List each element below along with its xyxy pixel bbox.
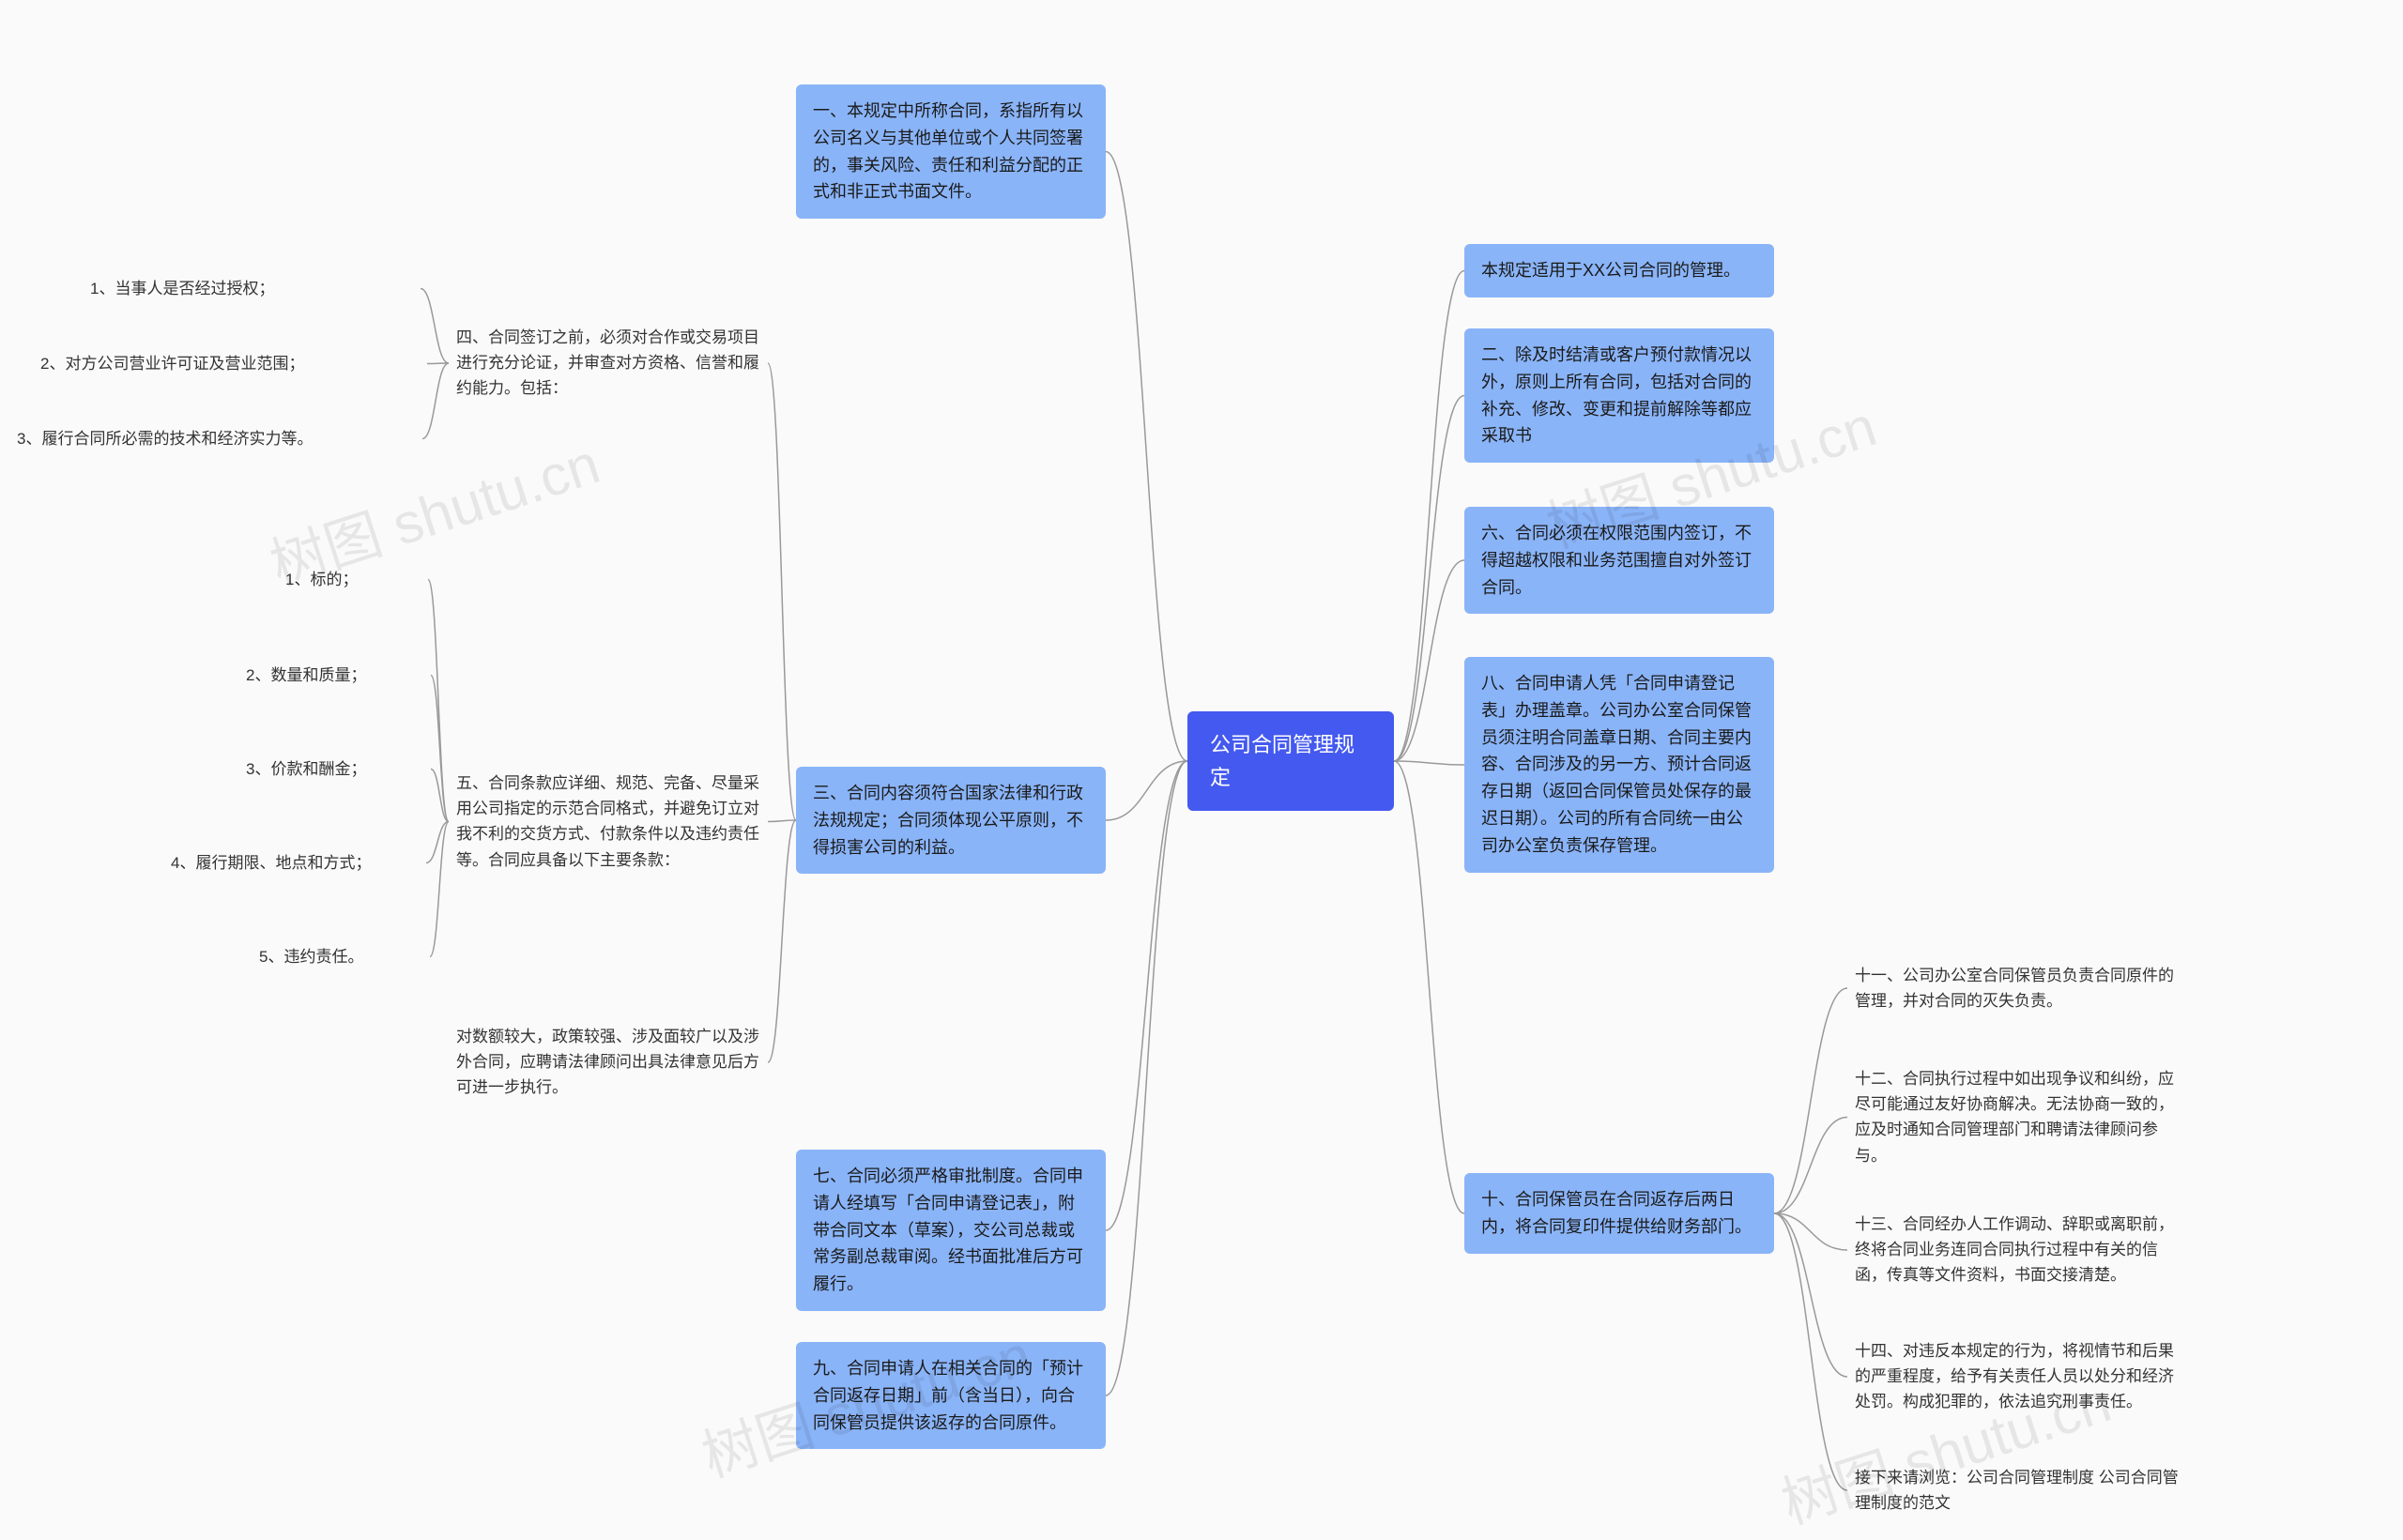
edge-L5-L5b xyxy=(431,676,449,822)
node-L5e[interactable]: 5、违约责任。 xyxy=(252,938,430,975)
node-L4a[interactable]: 1、当事人是否经过授权； xyxy=(83,270,421,307)
node-L5b[interactable]: 2、数量和质量； xyxy=(238,657,431,694)
edge-L5-L5a xyxy=(428,580,449,822)
edge-L4-L4b xyxy=(427,363,449,364)
node-R6[interactable]: 六、合同必须在权限范围内签订，不得超越权限和业务范围擅自对外签订合同。 xyxy=(1464,507,1774,614)
edge-L5-L5e xyxy=(430,822,449,957)
mindmap-canvas: 公司合同管理规定 一、本规定中所称合同，系指所有以公司名义与其他单位或个人共同签署… xyxy=(0,0,2403,1532)
edge-root-R0 xyxy=(1394,271,1464,762)
node-R10[interactable]: 十、合同保管员在合同返存后两日内，将合同复印件提供给财务部门。 xyxy=(1464,1173,1774,1254)
node-L4b[interactable]: 2、对方公司营业许可证及营业范围； xyxy=(33,345,427,382)
node-R15[interactable]: 接下来请浏览：公司合同管理制度 公司合同管理制度的范文 xyxy=(1847,1459,2195,1521)
node-R14[interactable]: 十四、对违反本规定的行为，将视情节和后果的严重程度，给予有关责任人员以处分和经济… xyxy=(1847,1333,2195,1421)
node-root[interactable]: 公司合同管理规定 xyxy=(1187,711,1394,811)
edge-R10-R13 xyxy=(1774,1213,1847,1250)
node-L5c[interactable]: 3、价款和酬金； xyxy=(238,751,431,787)
edge-R10-R14 xyxy=(1774,1213,1847,1377)
node-L5a[interactable]: 1、标的； xyxy=(278,561,428,598)
node-L3[interactable]: 三、合同内容须符合国家法律和行政法规规定；合同须体现公平原则，不得损害公司的利益… xyxy=(796,767,1106,874)
node-L4c[interactable]: 3、履行合同所必需的技术和经济实力等。 xyxy=(9,420,422,457)
edge-root-L3 xyxy=(1106,761,1187,820)
node-L6[interactable]: 对数额较大，政策较强、涉及面较广以及涉外合同，应聘请法律顾问出具法律意见后方可进… xyxy=(449,1018,768,1106)
edge-R10-R15 xyxy=(1774,1213,1847,1490)
edge-root-R10 xyxy=(1394,761,1464,1213)
node-R8[interactable]: 八、合同申请人凭「合同申请登记表」办理盖章。公司办公室合同保管员须注明合同盖章日… xyxy=(1464,657,1774,873)
node-R2[interactable]: 二、除及时结清或客户预付款情况以外，原则上所有合同，包括对合同的补充、修改、变更… xyxy=(1464,328,1774,463)
edge-root-L1 xyxy=(1106,152,1187,762)
edge-R10-R11 xyxy=(1774,988,1847,1213)
edge-L3-L5 xyxy=(768,820,796,822)
edge-root-L7 xyxy=(1106,761,1187,1230)
node-R11[interactable]: 十一、公司办公室合同保管员负责合同原件的管理，并对合同的灭失负责。 xyxy=(1847,957,2195,1019)
edge-root-R2 xyxy=(1394,396,1464,762)
node-L1[interactable]: 一、本规定中所称合同，系指所有以公司名义与其他单位或个人共同签署的，事关风险、责… xyxy=(796,84,1106,219)
edge-L3-L6 xyxy=(768,820,796,1062)
edge-R10-R12 xyxy=(1774,1118,1847,1214)
node-L9[interactable]: 九、合同申请人在相关合同的「预计合同返存日期」前（含当日），向合同保管员提供该返… xyxy=(796,1342,1106,1449)
edge-L5-L5d xyxy=(426,822,449,863)
edge-root-R6 xyxy=(1394,560,1464,761)
edge-L5-L5c xyxy=(431,770,449,822)
node-R13[interactable]: 十三、合同经办人工作调动、辞职或离职前，终将合同业务连同合同执行过程中有关的信函… xyxy=(1847,1206,2195,1294)
node-L4[interactable]: 四、合同签订之前，必须对合作或交易项目进行充分论证，并审查对方资格、信誉和履约能… xyxy=(449,319,768,407)
edge-L3-L4 xyxy=(768,363,796,820)
node-L7[interactable]: 七、合同必须严格审批制度。合同申请人经填写「合同申请登记表」，附带合同文本（草案… xyxy=(796,1150,1106,1311)
node-R12[interactable]: 十二、合同执行过程中如出现争议和纠纷，应尽可能通过友好协商解决。无法协商一致的，… xyxy=(1847,1060,2195,1174)
node-L5d[interactable]: 4、履行期限、地点和方式； xyxy=(163,845,426,881)
edge-root-L9 xyxy=(1106,761,1187,1395)
node-L5[interactable]: 五、合同条款应详细、规范、完备、尽量采用公司指定的示范合同格式，并避免订立对我不… xyxy=(449,765,768,878)
edge-root-R8 xyxy=(1394,761,1464,765)
node-R0[interactable]: 本规定适用于XX公司合同的管理。 xyxy=(1464,244,1774,297)
